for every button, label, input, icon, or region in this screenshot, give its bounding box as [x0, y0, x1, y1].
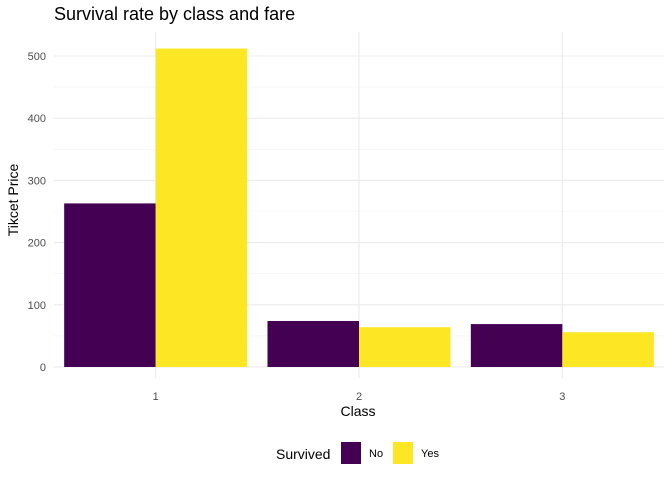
- y-tick-label: 200: [28, 238, 46, 250]
- x-tick-label: 2: [356, 391, 362, 403]
- x-tick-label: 3: [559, 391, 565, 403]
- x-axis-title: Class: [340, 403, 375, 419]
- legend: Survived No Yes: [276, 442, 439, 464]
- x-tick-label: 1: [153, 391, 159, 403]
- plot-area: 0 100 200 300 400 500 1 2 3: [28, 32, 664, 403]
- bar-yes-class-3: [562, 332, 654, 367]
- y-tick-label: 300: [28, 175, 46, 187]
- bar-no-class-1: [64, 203, 156, 367]
- y-tick-label: 500: [28, 51, 46, 63]
- legend-key-no: [341, 442, 361, 464]
- y-tick-label: 100: [28, 300, 46, 312]
- y-tick-label: 0: [40, 362, 46, 374]
- y-tick-label: 400: [28, 113, 46, 125]
- legend-title: Survived: [276, 446, 330, 462]
- bar-yes-class-2: [359, 327, 451, 367]
- y-axis-title: Tikcet Price: [5, 163, 21, 236]
- legend-label-yes: Yes: [421, 448, 439, 460]
- bar-no-class-2: [267, 320, 359, 367]
- legend-label-no: No: [369, 448, 383, 460]
- chart-title: Survival rate by class and fare: [54, 4, 295, 24]
- legend-key-yes: [393, 442, 413, 464]
- bar-no-class-3: [470, 324, 563, 367]
- bar-yes-class-1: [155, 48, 248, 367]
